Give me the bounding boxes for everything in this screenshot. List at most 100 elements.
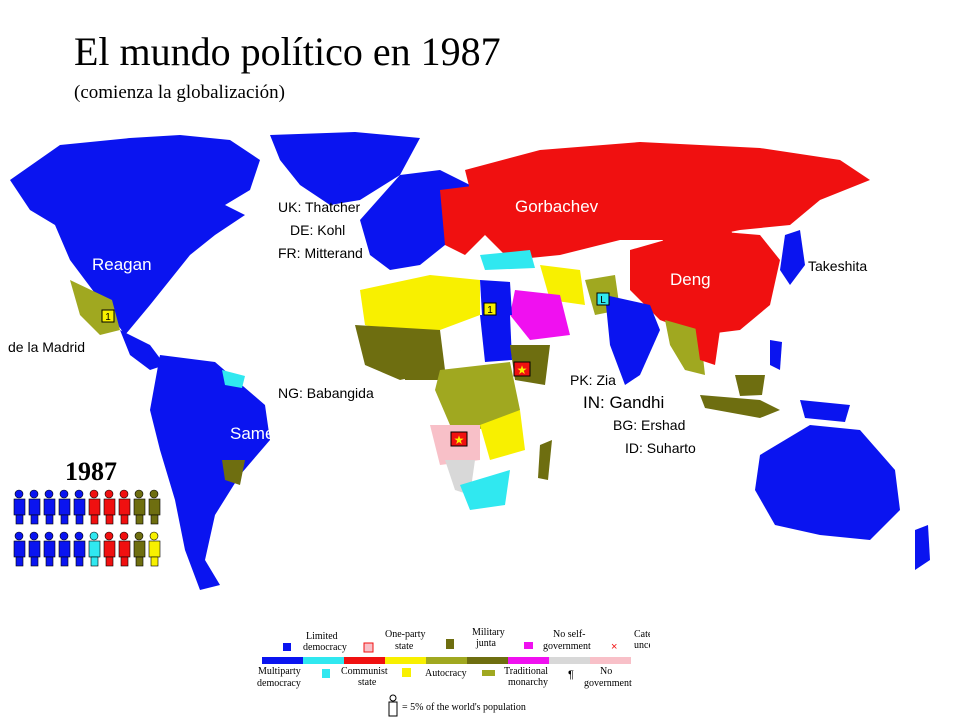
page-subtitle: (comienza la globalización) [74, 82, 286, 103]
population-icon [88, 531, 101, 567]
legend-icon-communist [402, 668, 411, 677]
india [605, 295, 660, 385]
legend-swatch-multiparty [262, 657, 303, 664]
population-icon [13, 489, 26, 525]
legend-swatch-communist [344, 657, 385, 664]
legend-swatch-military [467, 657, 508, 664]
southern-africa [480, 410, 525, 460]
legend-monarchy-2: monarchy [508, 677, 548, 688]
population-icon [103, 531, 116, 567]
legend-icon-monarchy: ¶ [568, 669, 574, 681]
label-ng: NG: Babangida [278, 385, 374, 401]
legend-oneparty-1: One-party [385, 629, 426, 640]
marker-angola: ★ [450, 431, 468, 447]
legend-swatch-monarchy [508, 657, 549, 664]
indonesia [700, 395, 780, 418]
legend-military-2: junta [475, 638, 497, 649]
marker-egypt: 1 [483, 302, 497, 316]
marker-ethiopia: ★ [513, 361, 531, 377]
legend-military-1: Military [472, 627, 505, 638]
legend-nogov-2: government [584, 678, 632, 689]
guyana [222, 370, 245, 388]
population-icon [88, 489, 101, 525]
saudi-arabia [510, 290, 570, 340]
legend-swatch-uncertain [590, 657, 631, 664]
iceland [335, 182, 362, 198]
year-label: 1987 [65, 457, 117, 486]
china [630, 230, 780, 335]
population-icon [28, 489, 41, 525]
population-icon [133, 489, 146, 525]
new-guinea [800, 400, 850, 422]
legend-communist-2: state [358, 677, 377, 688]
legend-swatch-limited [303, 657, 344, 664]
new-zealand [915, 525, 930, 570]
label-fr: FR: Mitterand [278, 245, 363, 261]
legend-icon-noself [524, 642, 533, 649]
legend-population: = 5% of the world's population [402, 702, 526, 713]
paraguay [222, 460, 245, 485]
label-deng: Deng [670, 270, 711, 289]
southeast-asia [665, 320, 705, 375]
legend-icon-oneparty [363, 642, 374, 653]
marker-pakistan: L [596, 292, 610, 306]
label-samey: Samey [230, 424, 283, 443]
legend-icon-uncertain: × [611, 641, 617, 653]
label-takeshita: Takeshita [808, 258, 867, 274]
population-icon [43, 489, 56, 525]
legend-autocracy: Autocracy [425, 668, 467, 679]
marker-mexico: 1 [101, 309, 115, 323]
label-bg: BG: Ershad [613, 417, 685, 433]
legend-multiparty-2: democracy [257, 678, 301, 689]
svg-text:★: ★ [454, 433, 465, 447]
madagascar [538, 440, 552, 480]
north-america [10, 135, 260, 335]
nigeria [400, 350, 440, 380]
legend-swatch-oneparty [385, 657, 426, 664]
south-africa [460, 470, 510, 510]
legend-noself-1: No self- [553, 629, 586, 640]
world-map: 1 1 L ★ ★ Reagan Gorbachev Deng Takeshit… [8, 132, 930, 590]
person-icon [388, 694, 398, 717]
label-gorbachev: Gorbachev [515, 197, 599, 216]
population-icon [103, 489, 116, 525]
population-icon [73, 489, 86, 525]
legend-icon-military [446, 639, 454, 649]
population-icon [118, 489, 131, 525]
label-uk: UK: Thatcher [278, 199, 361, 215]
population-icon [148, 531, 161, 567]
legend-oneparty-2: state [395, 641, 414, 652]
legend-icon-autocracy [482, 670, 495, 676]
legend-uncertain-2: uncertain [634, 640, 650, 651]
svg-text:★: ★ [517, 363, 528, 377]
svg-text:L: L [600, 295, 606, 306]
label-madrid: de la Madrid [8, 339, 85, 355]
population-icon [133, 531, 146, 567]
population-icon [118, 531, 131, 567]
sudan [480, 315, 512, 362]
population-icon [73, 531, 86, 567]
north-africa [360, 275, 480, 335]
legend: Limited democracy One-party state Milita… [257, 627, 650, 717]
japan [780, 230, 805, 285]
legend-color-bar [262, 657, 631, 664]
label-pk: PK: Zia [570, 372, 616, 388]
south-america [150, 355, 270, 590]
ussr [465, 142, 870, 260]
indochina [695, 325, 720, 365]
central-america [120, 330, 165, 370]
legend-uncertain-1: Category [634, 629, 650, 640]
population-icon [148, 489, 161, 525]
label-reagan: Reagan [92, 255, 152, 274]
population-icon [13, 531, 26, 567]
mongolia [660, 225, 735, 248]
legend-communist-1: Communist [341, 666, 388, 677]
legend-limited-1: Limited [306, 631, 338, 642]
svg-text:1: 1 [487, 305, 493, 316]
australia [755, 425, 900, 540]
legend-monarchy-1: Traditional [504, 666, 548, 677]
greenland [270, 132, 420, 205]
legend-multiparty-1: Multiparty [258, 666, 301, 677]
legend-swatch-autocracy [426, 657, 467, 664]
legend-icon-multiparty [322, 669, 330, 678]
